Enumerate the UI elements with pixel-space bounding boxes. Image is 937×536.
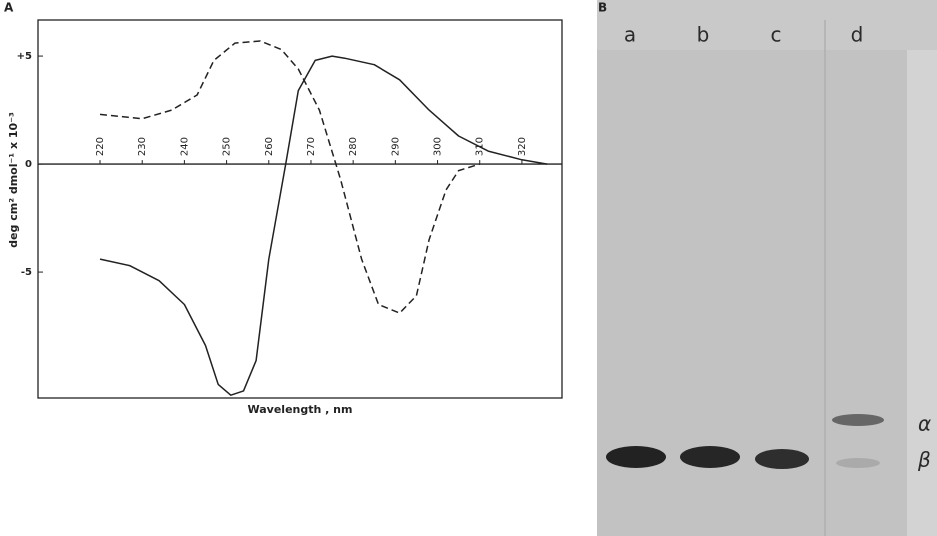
- panel-label: B: [598, 1, 607, 15]
- y-axis-label: deg cm² dmol⁻¹ x 10⁻³: [7, 112, 20, 248]
- gel-band: [755, 449, 809, 469]
- band-label: β: [917, 448, 931, 472]
- data-line: [99, 55, 548, 396]
- y-tick-label: 0: [25, 159, 32, 170]
- lane-label: b: [697, 23, 710, 47]
- x-tick-label: 260: [264, 137, 275, 156]
- gel-margin: [907, 50, 937, 536]
- panel-label: A: [4, 1, 14, 15]
- x-tick-label: 240: [179, 137, 190, 156]
- gel-band: [836, 458, 880, 468]
- lane-label: a: [624, 23, 636, 47]
- lane-label: d: [851, 23, 864, 47]
- y-tick-label: +5: [17, 51, 32, 62]
- x-tick-label: 300: [433, 137, 444, 156]
- lane-label: c: [771, 23, 782, 47]
- x-tick-label: 270: [306, 137, 317, 156]
- gel-panel: B a b c d α β: [597, 0, 937, 536]
- band-label: α: [918, 412, 931, 436]
- gel-band: [832, 414, 884, 426]
- x-tick-label: 290: [390, 137, 401, 156]
- plot-frame: [37, 19, 563, 399]
- x-tick-label: 220: [95, 137, 106, 156]
- x-tick-label: 250: [222, 137, 233, 156]
- x-tick-label: 280: [348, 137, 359, 156]
- gel-band: [606, 446, 666, 468]
- x-tick-label: 230: [137, 137, 148, 156]
- x-tick-label: 320: [517, 137, 528, 156]
- data-line: [99, 40, 480, 314]
- y-tick-label: -5: [21, 267, 32, 278]
- gel-band: [680, 446, 740, 468]
- x-axis-label: Wavelength , nm: [248, 403, 353, 416]
